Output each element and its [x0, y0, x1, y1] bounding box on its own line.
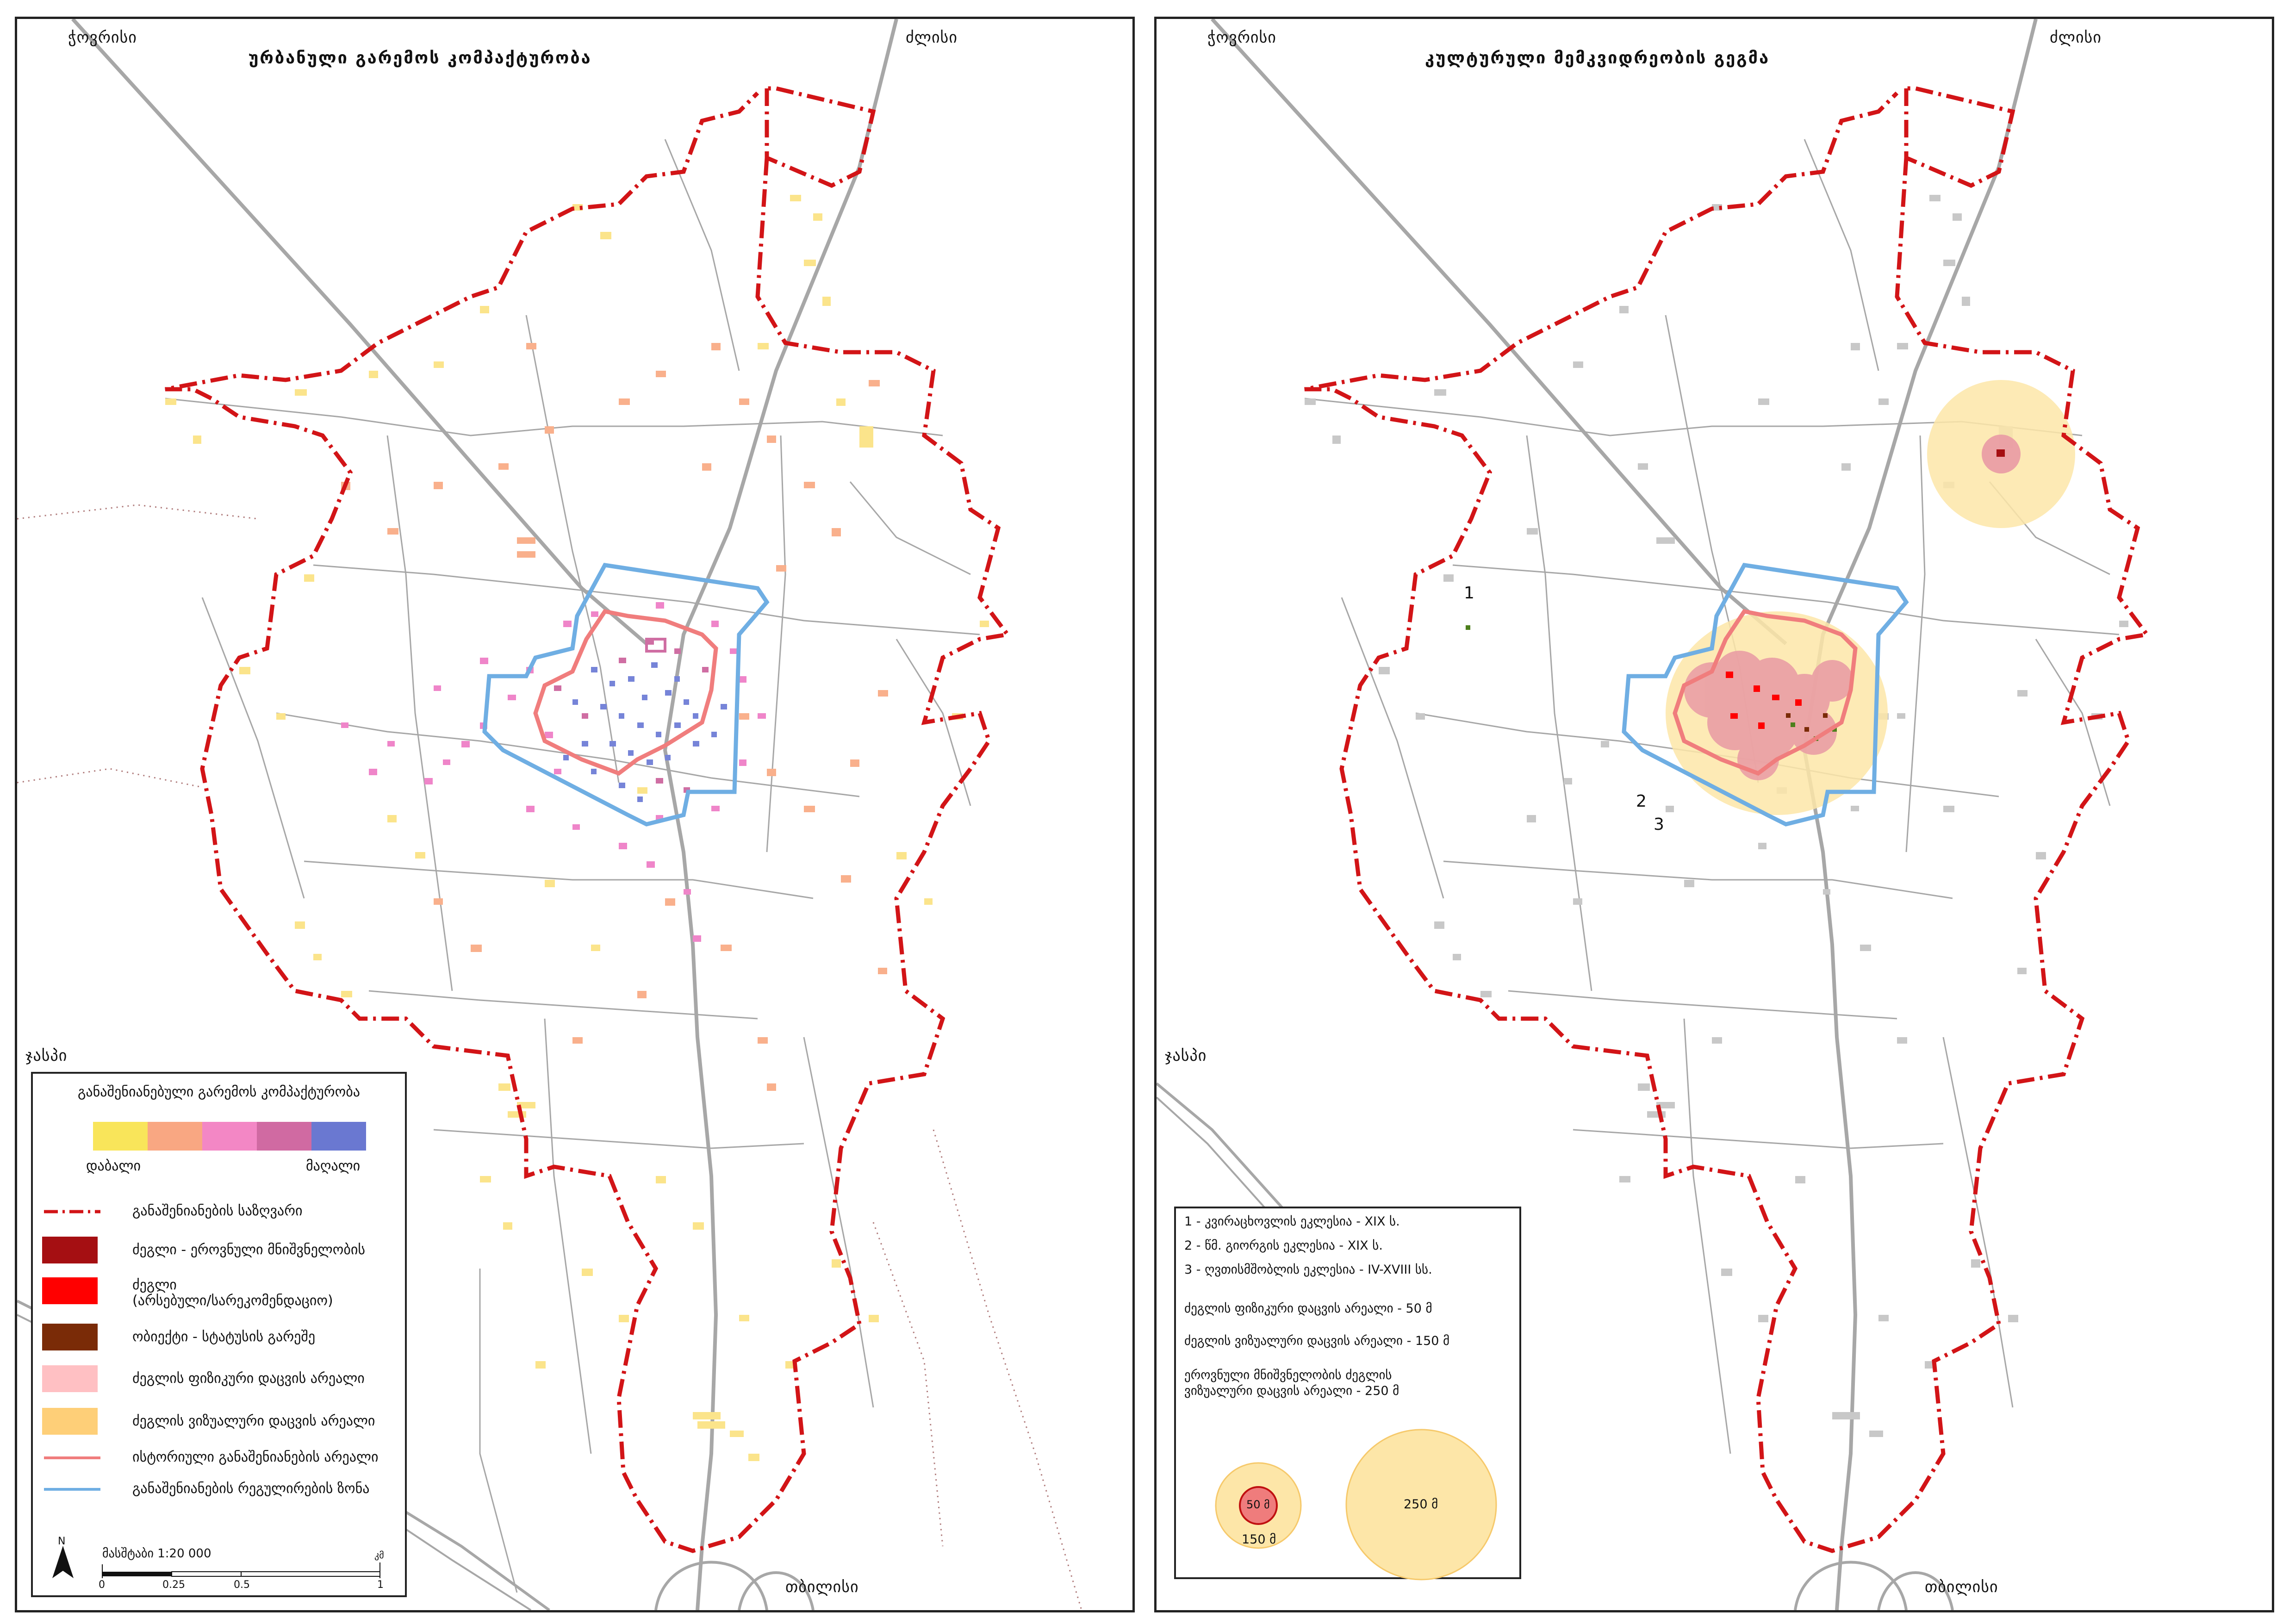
- gradient-high-label: მაღალი: [306, 1158, 361, 1174]
- right-map-title: კულტურული მემკვიდრეობის გეგმა: [1425, 49, 1770, 68]
- left-road-diagonal: [71, 19, 648, 646]
- left-place-label-ne: ძლისი: [906, 28, 958, 47]
- scale-bar-graphic: [52, 1546, 380, 1578]
- physical-zones-center: [1684, 651, 1853, 780]
- gradient-swatch-2: [148, 1122, 202, 1151]
- legend-church-1: 1 - კვირაცხოვლის ეკლესია - XIX ს.: [1184, 1214, 1400, 1229]
- right-road-ramp-2: [1877, 1571, 1954, 1610]
- fill-swatch: [42, 1408, 98, 1435]
- dashdot-line-symbol: [44, 1210, 100, 1213]
- right-place-label-nw: ჭოვრისი: [1207, 28, 1276, 47]
- church-marker-3: 3: [1654, 815, 1665, 834]
- left-place-label-nw: ჭოვრისი: [68, 28, 137, 47]
- right-protection-zones: [1466, 380, 2075, 815]
- left-map-title: ურბანული გარემოს კომპაქტურობა: [249, 49, 592, 68]
- right-road-motorway-2: [1157, 1096, 1287, 1232]
- gradient-swatch-1: [93, 1122, 148, 1151]
- legend-item-label: ძეგლი (არსებული/სარეკომენდაციო): [132, 1277, 333, 1309]
- church-marker-2: 2: [1636, 792, 1647, 811]
- scale-tick-1: 1: [377, 1579, 384, 1591]
- right-map-canvas: [1157, 19, 2151, 1610]
- left-place-label-w: ჯასპი: [25, 1046, 68, 1065]
- gradient-swatch-4: [257, 1122, 311, 1151]
- legend-circle-250: [1345, 1429, 1497, 1580]
- left-place-label-s: თბილისი: [785, 1578, 859, 1596]
- right-road-ramp: [1794, 1561, 1908, 1610]
- north-arrow-icon: [52, 1546, 74, 1578]
- north-label: N: [58, 1536, 66, 1547]
- church-marker-1: 1: [1464, 584, 1475, 603]
- left-buildings-high: [563, 662, 727, 802]
- legend-item-label: ძეგლის ფიზიკური დაცვის არეალი: [132, 1370, 365, 1387]
- scale-tick-05: 0.5: [234, 1579, 250, 1591]
- legend-item-label: ძეგლი - ეროვნული მნიშვნელობის: [132, 1242, 366, 1258]
- legend-circle-50-label: 50 მ: [1246, 1498, 1270, 1511]
- left-road-main: [663, 19, 898, 1610]
- fill-swatch: [42, 1324, 98, 1350]
- left-map-panel: ჭოვრისი ძლისი ურბანული გარემოს კომპაქტურ…: [15, 17, 1135, 1612]
- legend-circles: [1215, 1429, 1497, 1580]
- left-dotted-paths: [17, 504, 1082, 1610]
- right-built-up-boundary: [1304, 86, 2151, 1553]
- right-road-diagonal: [1211, 19, 1787, 646]
- legend-church-3: 3 - ღვთისმშობლის ეკლესია - IV-XVIII სს.: [1184, 1263, 1432, 1277]
- legend-circle-50: [1239, 1486, 1278, 1525]
- legend-item-label: განაშენიანების საზღვარი: [132, 1203, 303, 1219]
- right-regulation-zone: [1622, 563, 1909, 827]
- left-map-canvas: [17, 19, 1082, 1610]
- left-road-ramp-2: [738, 1571, 815, 1610]
- left-historic-area: [533, 609, 718, 776]
- right-road-motorway: [1157, 1082, 1297, 1224]
- left-built-up-boundary: [165, 86, 1012, 1553]
- legend-church-2: 2 - წმ. გიორგის ეკლესია - XIX ს.: [1184, 1238, 1383, 1253]
- objects-center: [1786, 713, 1828, 732]
- monuments-center: [1726, 672, 1802, 729]
- left-road-ramp: [654, 1561, 768, 1610]
- scale-unit: კმ: [374, 1549, 384, 1561]
- scale-label: მასშტაბი 1:20 000: [102, 1547, 211, 1561]
- left-legend: განაშენიანებული გარემოს კომპაქტურობა დაბ…: [31, 1072, 407, 1597]
- legend-circle-150-label: 150 მ: [1242, 1532, 1276, 1547]
- legend-item-label: ძეგლის ვიზუალური დაცვის არეალი: [132, 1413, 375, 1429]
- line-symbol: [44, 1488, 100, 1491]
- right-road-main: [1802, 19, 2038, 1610]
- monument-ne: [1996, 449, 2005, 457]
- left-buildings-medium-low: [341, 343, 888, 1091]
- legend-physical-zone: ძეგლის ფიზიკური დაცვის არეალი - 50 მ: [1184, 1301, 1432, 1316]
- gradient-swatch-5: [311, 1122, 366, 1151]
- fill-swatch: [42, 1365, 98, 1392]
- scale-tick-0: 0: [99, 1579, 105, 1591]
- gradient-swatch-3: [202, 1122, 257, 1151]
- legend-circle-250-label: 250 მ: [1404, 1497, 1438, 1512]
- left-buildings: [165, 195, 989, 1461]
- legend-national-visual-zone: ეროვნული მნიშვნელობის ძეგლის ვიზუალური დ…: [1184, 1368, 1399, 1398]
- right-place-label-s: თბილისი: [1925, 1578, 1998, 1596]
- compactness-gradient: [93, 1122, 366, 1151]
- legend-visual-zone: ძეგლის ვიზუალური დაცვის არეალი - 150 მ: [1184, 1334, 1450, 1348]
- left-buildings-medium-high: [554, 638, 709, 793]
- right-historic-area: [1673, 609, 1858, 776]
- legend-item-label: ისტორიული განაშენიანების არეალი: [132, 1449, 379, 1465]
- scale-tick-025: 0.25: [162, 1579, 185, 1591]
- right-place-label-w: ჯასპი: [1165, 1046, 1207, 1065]
- fill-swatch: [42, 1277, 98, 1304]
- line-symbol: [44, 1456, 100, 1459]
- right-map-panel: ჭოვრისი ძლისი კულტურული მემკვიდრეობის გე…: [1154, 17, 2274, 1612]
- scale-bar: N მასშტაბი 1:20 000 კმ 0 0.25 0.5 1: [42, 1536, 403, 1592]
- legend-item-label: ობიექტი - სტატუსის გარეშე: [132, 1329, 316, 1345]
- right-legend: 1 - კვირაცხოვლის ეკლესია - XIX ს. 2 - წმ…: [1174, 1207, 1521, 1580]
- left-buildings-medium: [341, 602, 766, 942]
- left-regulation-zone: [482, 563, 770, 827]
- right-place-label-ne: ძლისი: [2050, 28, 2102, 47]
- legend-item-label: განაშენიანების რეგულირების ზონა: [132, 1481, 370, 1497]
- gradient-low-label: დაბალი: [86, 1158, 141, 1174]
- fill-swatch: [42, 1237, 98, 1263]
- legend-title: განაშენიანებული გარემოს კომპაქტურობა: [77, 1084, 361, 1100]
